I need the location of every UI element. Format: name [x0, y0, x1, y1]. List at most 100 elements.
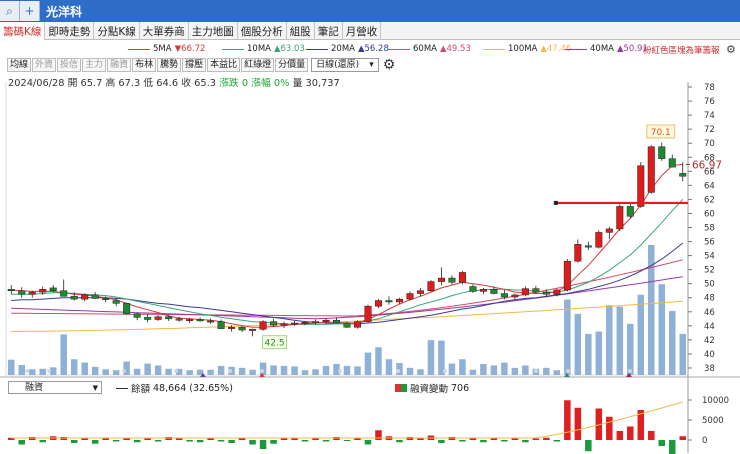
volume-bar — [28, 369, 36, 375]
volume-bar — [154, 365, 162, 375]
volume-bar — [249, 369, 256, 375]
volume-bar — [679, 333, 687, 375]
volume-bar — [364, 352, 372, 375]
margin-change-bar — [238, 438, 246, 440]
candle-body — [123, 303, 131, 315]
plus-icon[interactable]: + — [20, 1, 40, 21]
ma-legend-item: 40MA ▲50.91 — [565, 44, 648, 54]
tab-4[interactable]: 主力地圖 — [189, 22, 238, 40]
tab-5[interactable]: 個股分析 — [238, 22, 287, 40]
margin-change-bar — [490, 438, 498, 440]
event-dot — [228, 369, 232, 373]
toolbar-button[interactable]: 騰勢 — [157, 57, 182, 72]
y-tick-label: 70 — [704, 139, 715, 149]
volume-bar — [39, 368, 46, 375]
volume-bar — [49, 367, 57, 375]
candle-body — [427, 281, 435, 291]
price-panel-frame — [5, 82, 689, 376]
tab-7[interactable]: 筆記 — [315, 22, 343, 40]
candle-body — [343, 322, 351, 328]
candle-body — [553, 289, 561, 295]
toolbar-button[interactable]: 均線 — [7, 57, 32, 72]
margin-change-bar — [322, 440, 330, 442]
volume-bar — [574, 313, 582, 375]
volume-bar — [102, 369, 109, 375]
ind-y-tick-label: 0 — [702, 436, 707, 446]
ind-y-tick-label: 10000 — [702, 396, 729, 406]
volume-bar — [616, 306, 624, 375]
candle-body — [395, 298, 403, 303]
price-chart[interactable]: 38 40 42 44 46 48 50 52 54 56 58 60 62 64 66 68 70 72 74 76… — [0, 82, 740, 454]
event-marker — [564, 373, 570, 377]
indicator-select[interactable]: 融資 ▼ — [8, 381, 102, 394]
quote-date: 2024/06/28 — [8, 78, 65, 89]
toolbar-button[interactable]: 布林 — [132, 57, 157, 72]
margin-change-bar — [312, 437, 319, 440]
toolbar-button[interactable]: 主力 — [82, 57, 107, 72]
candle-body — [637, 165, 645, 207]
y-tick-label: 40 — [704, 350, 715, 360]
candle-body — [70, 296, 78, 300]
tab-3[interactable]: 大單券商 — [140, 22, 189, 40]
volume-bar — [312, 369, 319, 375]
candle-body — [469, 286, 477, 292]
volume-bar — [186, 370, 193, 375]
event-marker — [200, 373, 206, 377]
adjust-select[interactable]: 日線(還原) ▾ — [311, 57, 379, 72]
margin-change-bar — [627, 426, 634, 440]
candle-body — [175, 318, 183, 321]
margin-change-bar — [18, 440, 25, 445]
title-bar: ⌕ + 光洋科 — [0, 0, 740, 22]
ma-note: 粉紅色區塊為筆籌報 — [643, 46, 720, 56]
tab-6[interactable]: 組股 — [287, 22, 315, 40]
volume-bar — [81, 362, 88, 375]
tab-1[interactable]: 即時走勢 — [45, 22, 95, 40]
volume-bar — [238, 367, 246, 375]
tab-2[interactable]: 分點K線 — [94, 22, 140, 40]
volume-bar — [144, 363, 151, 375]
gear-icon[interactable]: ⚙ — [382, 56, 396, 73]
candle-body — [196, 319, 204, 322]
toolbar-button[interactable]: 投信 — [57, 57, 82, 72]
event-dot — [443, 369, 447, 373]
pct-value: 0% — [273, 78, 290, 89]
tab-8[interactable]: 月營收 — [343, 22, 382, 40]
candle-body — [532, 288, 540, 293]
volume-bar — [123, 361, 130, 375]
margin-change-bar — [280, 437, 288, 440]
toolbar-button[interactable]: 撐壓 — [182, 57, 207, 72]
margin-change-bar — [522, 440, 529, 443]
event-dot — [47, 369, 51, 373]
volume-bar — [133, 368, 141, 375]
toolbar-button[interactable]: 融資 — [107, 57, 132, 72]
toolbar-button[interactable]: 外資 — [32, 57, 57, 72]
candle-body — [385, 300, 393, 303]
margin-change-bar — [637, 410, 645, 440]
y-tick-label: 52 — [704, 266, 715, 276]
event-dot — [25, 369, 29, 373]
volume-bar — [207, 369, 214, 375]
volume-bar — [522, 365, 529, 375]
last-price-label: 66.97 — [692, 159, 722, 171]
event-dot — [534, 369, 538, 373]
margin-change-bar — [175, 438, 183, 440]
y-tick-label: 76 — [704, 97, 715, 107]
candle-body — [144, 317, 152, 320]
event-dot — [566, 369, 570, 373]
y-tick-label: 62 — [704, 195, 715, 205]
candle-body — [249, 329, 257, 331]
margin-change-bar — [217, 440, 225, 442]
search-icon[interactable]: ⌕ — [0, 1, 20, 21]
event-dot — [122, 369, 126, 373]
y-tick-label: 58 — [704, 224, 715, 234]
tab-0[interactable]: 籌碼K線 — [0, 22, 46, 40]
y-tick-label: 64 — [704, 181, 715, 191]
ma-legend-item: 60MA ▲49.53 — [388, 44, 471, 54]
volume-bar — [543, 367, 550, 375]
legend-settings-icon[interactable]: ⚙ — [726, 43, 736, 56]
margin-change-bar — [501, 440, 508, 442]
toolbar-button[interactable]: 分價量 — [275, 57, 309, 72]
volume-bar — [406, 367, 414, 375]
toolbar-button[interactable]: 紅綠燈 — [241, 57, 275, 72]
toolbar-button[interactable]: 本益比 — [207, 57, 241, 72]
